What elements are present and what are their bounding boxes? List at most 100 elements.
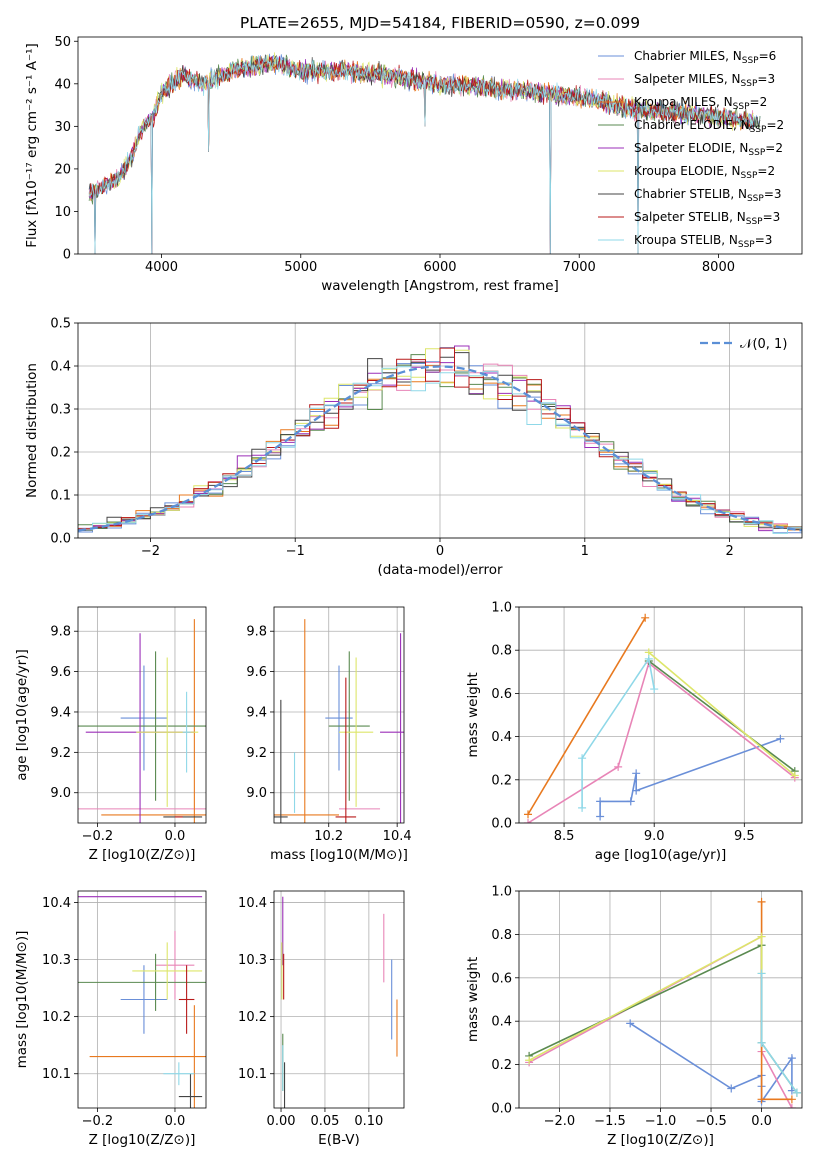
y-axis-label: age [log10(age/yr)] xyxy=(14,649,30,781)
y-tick-label: 10.1 xyxy=(42,1067,71,1082)
y-tick-label: 10.1 xyxy=(238,1067,267,1082)
weight-marker xyxy=(578,803,587,812)
x-tick-label: 10.2 xyxy=(314,829,343,844)
weight-line xyxy=(760,901,792,1101)
y-tick-label: 9.2 xyxy=(246,746,267,761)
x-tick-label: −0.5 xyxy=(695,1114,727,1129)
y-tick-label: 9.4 xyxy=(246,705,267,720)
weight-marker xyxy=(525,1056,534,1065)
legend-label: Salpeter MILES, NSSP=3 xyxy=(634,72,775,89)
y-tick-label: 9.8 xyxy=(246,625,267,640)
y-tick-label: 9.0 xyxy=(246,786,267,801)
x-tick-label: 0.0 xyxy=(165,829,186,844)
x-tick-label: 2 xyxy=(725,544,733,559)
weight-line xyxy=(599,738,781,817)
weight-marker xyxy=(626,1019,635,1028)
axes-frame xyxy=(77,606,207,824)
x-tick-label: −1.0 xyxy=(645,1114,677,1129)
x-axis-label: E(B-V) xyxy=(318,1132,360,1148)
x-tick-label: 0.10 xyxy=(354,1114,383,1129)
x-axis-label: Z [log10(Z/Z⊙)] xyxy=(89,847,196,863)
y-tick-label: 9.2 xyxy=(50,746,71,761)
weight-line xyxy=(527,617,646,815)
x-tick-label: −1 xyxy=(286,544,305,559)
y-axis-label: mass weight xyxy=(465,672,481,757)
plot-area xyxy=(525,897,801,1108)
x-tick-label: 1 xyxy=(581,544,589,559)
weight-marker xyxy=(524,810,533,819)
weight_vs_age-panel: 8.5 9.0 9.5 0.0 0.2 0.4 0.6 0.8 1.0 age [log10(ag… xyxy=(465,601,803,863)
axes-frame xyxy=(77,890,207,1109)
legend-label: Salpeter STELIB, NSSP=3 xyxy=(634,210,780,227)
normal-curve xyxy=(78,365,802,532)
spectrum-panel: PLATE=2655, MJD=54184, FIBERID=0590, z=0… xyxy=(24,14,803,294)
x-axis-label: (data-model)/error xyxy=(377,562,503,578)
age_vs_mass-panel: 10.2 10.4 9.0 9.2 9.4 9.6 9.8 mass [log10(M/M⊙)… xyxy=(246,606,412,863)
legend-label: Chabrier ELODIE, NSSP=2 xyxy=(634,118,784,135)
weight-marker xyxy=(787,1095,796,1104)
x-tick-label: −1.5 xyxy=(594,1114,626,1129)
legend-label: Kroupa ELODIE, NSSP=2 xyxy=(634,164,775,181)
plot-area xyxy=(78,345,802,535)
x-tick-label: 5000 xyxy=(284,260,317,275)
y-tick-label: 9.6 xyxy=(246,665,267,680)
x-tick-label: 8.5 xyxy=(554,829,575,844)
y-tick-label: 0.4 xyxy=(50,360,71,375)
weight-marker xyxy=(641,613,650,622)
weight-marker xyxy=(757,897,766,906)
y-tick-label: 10.4 xyxy=(42,896,71,911)
mass_vs_EBV-panel: 0.00 0.05 0.10 10.1 10.2 10.3 10.4 E(B-V) xyxy=(238,890,405,1148)
y-tick-label: 0.2 xyxy=(491,773,512,788)
histogram-step xyxy=(78,366,802,535)
weight-marker xyxy=(632,786,641,795)
y-tick-label: 1.0 xyxy=(491,885,512,900)
weight-marker xyxy=(650,685,659,694)
chart-title: PLATE=2655, MJD=54184, FIBERID=0590, z=0… xyxy=(240,14,640,32)
weight-line xyxy=(648,660,796,772)
weight-marker xyxy=(644,654,653,663)
y-tick-label: 9.6 xyxy=(50,665,71,680)
weight-line xyxy=(528,935,763,1062)
x-axis-label: age [log10(age/yr)] xyxy=(595,847,727,863)
weight-marker xyxy=(792,1088,801,1097)
x-tick-label: 0.00 xyxy=(267,1114,296,1129)
x-tick-label: −0.2 xyxy=(82,829,114,844)
axes-frame xyxy=(273,606,405,824)
x-tick-label: 0.05 xyxy=(310,1114,339,1129)
y-tick-label: 0.2 xyxy=(491,1058,512,1073)
weight-marker xyxy=(596,797,605,806)
y-tick-label: 10.4 xyxy=(238,896,267,911)
x-tick-label: 0.0 xyxy=(165,1114,186,1129)
y-tick-label: 0.0 xyxy=(491,1102,512,1117)
y-axis-label: mass [log10(M/M⊙)] xyxy=(14,931,30,1069)
axes-frame xyxy=(273,890,405,1109)
x-tick-label: −0.2 xyxy=(82,1114,114,1129)
y-tick-label: 0.3 xyxy=(50,403,71,418)
y-tick-label: 0.8 xyxy=(491,644,512,659)
y-tick-label: 0.0 xyxy=(491,817,512,832)
y-tick-label: 30 xyxy=(54,120,71,135)
y-axis-label: Flux [fλ10⁻¹⁷ erg cm⁻² s⁻¹ A⁻¹] xyxy=(24,43,40,248)
weight-marker xyxy=(757,1095,766,1104)
y-tick-label: 40 xyxy=(54,77,71,92)
weight-marker xyxy=(757,1038,766,1047)
axes-frame xyxy=(77,322,803,539)
weight-marker xyxy=(757,932,766,941)
y-tick-label: 50 xyxy=(54,35,71,50)
weight-marker xyxy=(787,1104,796,1108)
x-tick-label: 0 xyxy=(436,544,444,559)
weight-marker xyxy=(614,762,623,771)
y-tick-label: 0.4 xyxy=(491,730,512,745)
plot-area xyxy=(524,613,799,823)
y-tick-label: 9.8 xyxy=(50,625,71,640)
y-tick-label: 0.1 xyxy=(50,489,71,504)
x-axis-label: Z [log10(Z/Z⊙)] xyxy=(607,1132,714,1148)
x-axis-label: Z [log10(Z/Z⊙)] xyxy=(89,1132,196,1148)
mass_vs_Z-panel: −0.2 0.0 10.1 10.2 10.3 10.4 Z [log10(Z/Z⊙)] ma… xyxy=(14,890,207,1148)
axes-frame xyxy=(77,36,803,255)
y-tick-label: 20 xyxy=(54,162,71,177)
y-axis-label: mass weight xyxy=(465,957,481,1042)
x-axis-label: wavelength [Angstrom, rest frame] xyxy=(321,278,559,294)
x-tick-label: 7000 xyxy=(563,260,596,275)
axes-frame xyxy=(518,606,803,824)
